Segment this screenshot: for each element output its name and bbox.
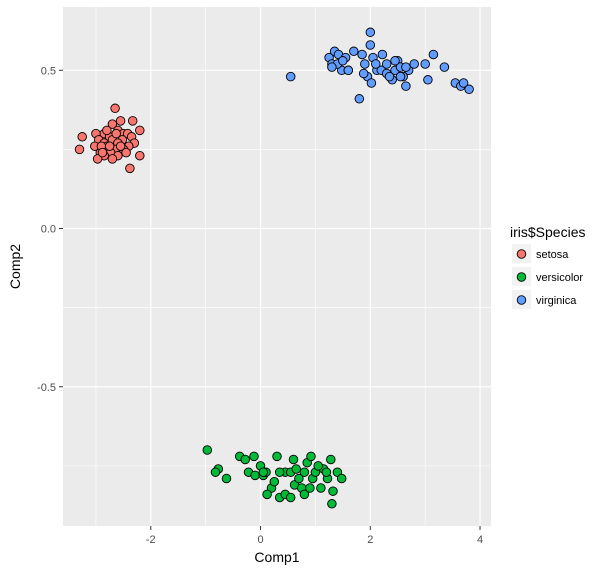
point-setosa bbox=[121, 147, 131, 158]
point-versicolor bbox=[210, 467, 221, 477]
point-setosa bbox=[135, 150, 145, 161]
x-tick-label: -2 bbox=[146, 534, 156, 546]
point-versicolor bbox=[240, 454, 250, 465]
point-versicolor bbox=[294, 473, 304, 484]
point-versicolor bbox=[250, 470, 260, 481]
point-setosa bbox=[135, 125, 145, 136]
point-setosa bbox=[107, 119, 118, 129]
point-versicolor bbox=[269, 476, 280, 487]
point-virginica bbox=[357, 49, 367, 60]
point-virginica bbox=[366, 78, 377, 88]
point-versicolor bbox=[258, 467, 269, 477]
legend-item-versicolor: versicolor bbox=[512, 267, 583, 286]
point-virginica bbox=[420, 59, 430, 69]
point-virginica bbox=[360, 59, 370, 69]
point-versicolor bbox=[285, 492, 296, 503]
point-setosa bbox=[104, 141, 115, 151]
point-setosa bbox=[74, 144, 85, 155]
legend-label-versicolor: versicolor bbox=[536, 272, 583, 284]
point-virginica bbox=[327, 62, 337, 72]
point-versicolor bbox=[262, 489, 272, 500]
point-setosa bbox=[102, 125, 112, 136]
y-axis-title: Comp2 bbox=[7, 244, 23, 289]
point-virginica bbox=[354, 94, 365, 104]
point-versicolor bbox=[299, 489, 310, 500]
legend-label-setosa: setosa bbox=[536, 249, 569, 261]
point-setosa bbox=[127, 116, 138, 126]
point-virginica bbox=[458, 78, 469, 88]
point-versicolor bbox=[299, 467, 310, 477]
point-setosa bbox=[92, 154, 103, 164]
plot-panel bbox=[63, 7, 491, 526]
point-virginica bbox=[401, 62, 411, 72]
point-virginica bbox=[365, 27, 376, 38]
point-versicolor bbox=[321, 467, 332, 477]
point-setosa bbox=[110, 103, 120, 114]
point-versicolor bbox=[272, 451, 282, 462]
x-tick-label: 0 bbox=[257, 534, 263, 546]
legend-title: iris$Species bbox=[510, 224, 585, 240]
point-versicolor bbox=[288, 454, 299, 465]
x-tick-label: 2 bbox=[367, 534, 373, 546]
y-axis: -0.5 0.0 0.5 bbox=[37, 65, 63, 394]
point-virginica bbox=[371, 59, 381, 69]
point-virginica bbox=[401, 81, 411, 91]
data-points bbox=[74, 27, 474, 509]
point-versicolor bbox=[291, 464, 301, 474]
point-virginica bbox=[384, 71, 395, 82]
point-versicolor bbox=[221, 473, 232, 484]
point-setosa bbox=[115, 116, 126, 126]
point-virginica bbox=[439, 62, 450, 72]
point-versicolor bbox=[305, 483, 315, 493]
point-virginica bbox=[358, 68, 369, 79]
legend-key-setosa bbox=[516, 249, 527, 259]
point-versicolor bbox=[336, 473, 347, 484]
point-virginica bbox=[349, 46, 359, 57]
y-tick-label: -0.5 bbox=[37, 382, 56, 394]
point-virginica bbox=[365, 40, 376, 50]
point-versicolor bbox=[328, 486, 338, 496]
legend-key-virginica bbox=[516, 295, 527, 305]
point-virginica bbox=[285, 71, 296, 82]
legend-item-virginica: virginica bbox=[512, 290, 577, 309]
point-virginica bbox=[464, 84, 474, 95]
point-virginica bbox=[338, 56, 348, 66]
point-virginica bbox=[423, 75, 433, 85]
grid-major bbox=[63, 7, 491, 526]
point-versicolor bbox=[306, 451, 316, 462]
legend-key-versicolor bbox=[516, 272, 527, 282]
x-axis: -2 0 2 4 bbox=[146, 526, 483, 546]
point-versicolor bbox=[313, 461, 323, 471]
grid-minor bbox=[63, 7, 491, 526]
point-versicolor bbox=[327, 499, 337, 509]
y-tick-label: 0.5 bbox=[41, 65, 56, 77]
point-versicolor bbox=[326, 454, 336, 465]
legend-items: setosa versicolor virginica bbox=[512, 244, 583, 309]
point-versicolor bbox=[316, 483, 326, 493]
legend-label-virginica: virginica bbox=[536, 295, 577, 307]
point-setosa bbox=[125, 163, 135, 174]
point-setosa bbox=[97, 147, 108, 158]
point-setosa bbox=[77, 132, 87, 142]
x-axis-title: Comp1 bbox=[254, 549, 299, 565]
point-setosa bbox=[111, 128, 121, 139]
legend-item-setosa: setosa bbox=[512, 244, 569, 263]
point-virginica bbox=[381, 59, 392, 69]
x-tick-label: 4 bbox=[477, 534, 483, 546]
point-virginica bbox=[428, 49, 439, 60]
point-setosa bbox=[115, 141, 126, 151]
point-versicolor bbox=[274, 467, 285, 477]
point-setosa bbox=[107, 154, 118, 164]
point-virginica bbox=[395, 71, 406, 82]
point-virginica bbox=[390, 56, 400, 66]
point-versicolor bbox=[249, 451, 259, 462]
legend: iris$Species setosa versicolor virginica bbox=[510, 224, 585, 309]
point-virginica bbox=[343, 65, 354, 76]
point-virginica bbox=[409, 59, 419, 69]
y-tick-label: 0.0 bbox=[41, 224, 56, 236]
point-versicolor bbox=[202, 445, 213, 455]
point-virginica bbox=[377, 49, 388, 60]
